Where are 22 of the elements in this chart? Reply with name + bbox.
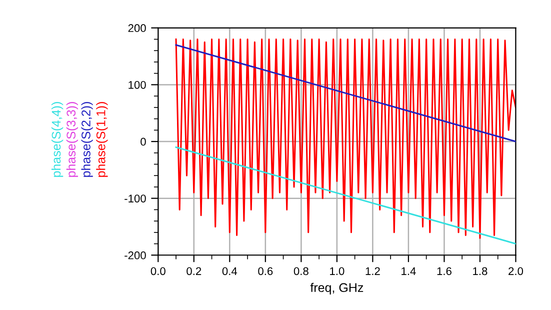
x-tick-label: 1.4	[402, 267, 416, 275]
y-tick-label: -200	[124, 251, 146, 260]
y-tick-label: 0	[140, 138, 146, 146]
x-tick-label: 1.6	[437, 267, 452, 276]
text: phase(S(2,2))	[81, 102, 93, 177]
text: phase(S(1,1))	[96, 102, 108, 177]
x-tick-label: 0.2	[186, 267, 202, 276]
y-tick-label: 200	[128, 24, 146, 32]
text: phase(S(4,4))	[51, 102, 64, 177]
x-tick-label: 1.8	[473, 267, 488, 276]
x-tick-label: 2.0	[508, 267, 524, 276]
x-axis-title: freq, GHz	[310, 282, 364, 294]
x-tick-label: 1.2	[366, 267, 380, 275]
line-series	[175, 38, 516, 239]
y-tick-label: 100	[128, 80, 146, 89]
x-tick-label: 1.0	[330, 267, 344, 276]
legend-label: phase(S(3,3))	[66, 102, 78, 177]
x-tick-label: 0.4	[222, 267, 238, 276]
x-tick-label: 0.0	[150, 267, 166, 276]
x-tick-label: 0.8	[294, 267, 308, 276]
x-tick-label: 0.6	[258, 267, 273, 276]
y-tick-label: -100	[124, 194, 146, 202]
